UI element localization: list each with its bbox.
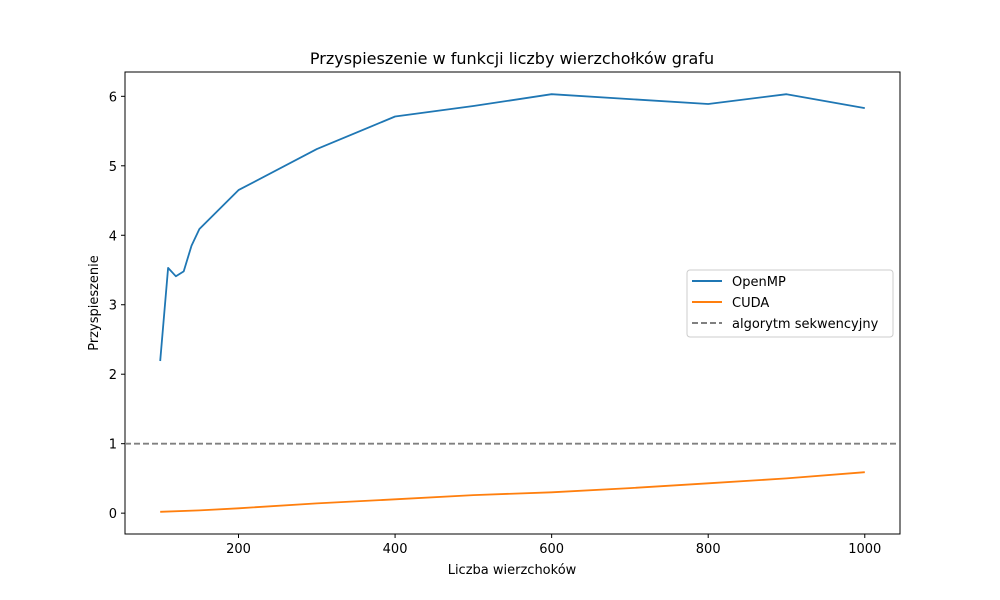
legend-label-sequential: algorytm sekwencyjny [732, 317, 879, 332]
x-tick-label: 1000 [848, 542, 881, 557]
x-tick-label: 400 [383, 542, 408, 557]
y-tick-label: 5 [109, 160, 117, 175]
y-tick-label: 2 [109, 368, 117, 383]
series-layer [125, 93, 900, 513]
y-tick-label: 3 [109, 299, 117, 314]
legend-box [686, 269, 894, 338]
chart-title: Przyspieszenie w funkcji liczby wierzcho… [310, 49, 714, 68]
y-axis-label: Przyspieszenie [87, 255, 102, 351]
y-tick-label: 1 [109, 438, 117, 453]
x-axis-label: Liczba wierzchoków [448, 563, 577, 578]
y-tick-label: 0 [109, 507, 117, 522]
x-axis: 200 400 600 800 1000 [226, 534, 881, 557]
y-tick-label: 4 [109, 229, 117, 244]
x-tick-label: 800 [696, 542, 721, 557]
series-line-cuda [160, 471, 865, 513]
x-tick-label: 600 [539, 542, 564, 557]
y-axis: 0 1 2 3 4 5 6 [109, 90, 125, 522]
plot-area [124, 71, 901, 535]
y-tick-label: 6 [109, 90, 117, 105]
legend-label-openmp: OpenMP [732, 275, 786, 290]
legend: OpenMP CUDA algorytm sekwencyjny [686, 269, 894, 338]
series-line-openmp [159, 93, 865, 362]
legend-label-cuda: CUDA [732, 296, 769, 311]
axes-frame [124, 71, 901, 535]
x-tick-label: 200 [226, 542, 251, 557]
